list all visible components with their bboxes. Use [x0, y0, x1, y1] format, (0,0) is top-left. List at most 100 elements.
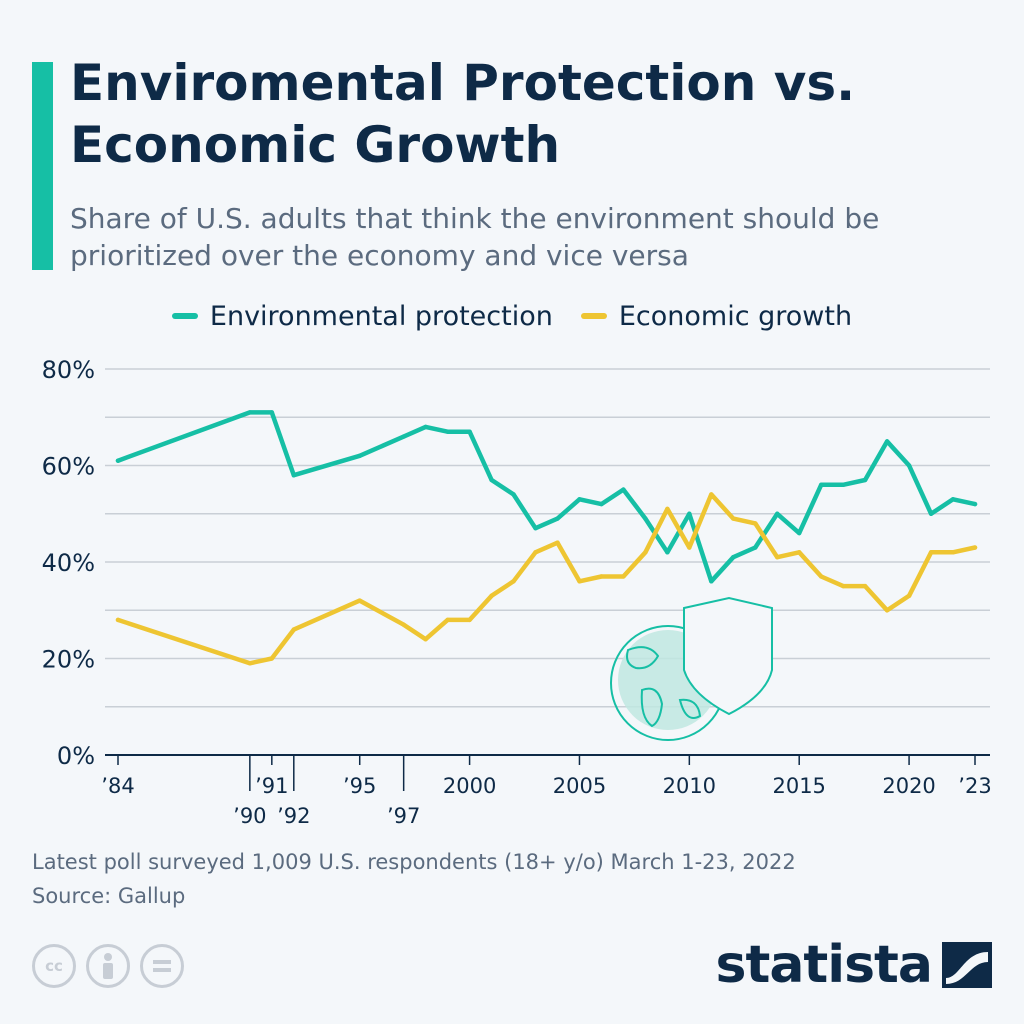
data-point-environment [577, 497, 582, 502]
globe-continent-icon [678, 698, 702, 719]
data-point-economy [818, 574, 824, 579]
data-point-economy [533, 550, 538, 555]
data-point-environment [467, 429, 472, 434]
data-point-environment [950, 497, 956, 502]
data-point-environment [928, 511, 934, 516]
page-subtitle: Share of U.S. adults that think the envi… [70, 202, 880, 272]
data-point-economy [247, 661, 253, 666]
data-point-environment [511, 492, 516, 497]
data-point-environment [731, 554, 736, 560]
x-tick-label: ’92 [277, 804, 310, 828]
x-tick-label: 2005 [553, 774, 606, 798]
data-point-environment [906, 463, 912, 468]
data-point-environment [401, 434, 406, 439]
data-point-economy [972, 545, 978, 550]
data-point-environment [797, 530, 802, 536]
data-point-environment [884, 439, 890, 444]
no-derivatives-icon[interactable] [140, 944, 184, 988]
data-point-economy [775, 554, 780, 560]
data-point-environment [775, 511, 780, 516]
data-point-economy [445, 617, 450, 623]
data-point-economy [555, 540, 560, 545]
x-tick-label: 2010 [663, 774, 716, 798]
y-tick-label: 80% [42, 356, 95, 384]
x-tick-label: 2000 [443, 774, 496, 798]
accent-bar [32, 62, 53, 270]
data-point-economy [511, 579, 516, 584]
x-tick-label: ’97 [387, 804, 420, 828]
legend-swatch-economy [580, 313, 607, 319]
line-chart: 0% 20% 40% 60% 80% ’84 ’91 ’95 2000 2005 2010 2015 2… [42, 356, 992, 828]
legend-swatch-environment [171, 313, 198, 319]
data-point-economy [489, 593, 494, 598]
data-point-environment [269, 410, 275, 415]
cc-icon[interactable]: cc [32, 944, 76, 988]
legend: Environmental protection Economic growth [0, 296, 1024, 336]
license-icons: cc [32, 944, 184, 988]
data-point-economy [269, 656, 275, 661]
data-point-environment [753, 545, 758, 550]
x-tick-label: ’90 [233, 804, 266, 828]
x-tick-label: ’84 [101, 774, 134, 798]
data-point-economy [709, 492, 714, 497]
data-point-economy [928, 550, 934, 555]
brand[interactable]: statista [716, 935, 992, 995]
legend-label-economy: Economic growth [618, 300, 853, 332]
data-point-environment [599, 501, 604, 507]
data-point-economy [357, 598, 362, 603]
data-point-environment [665, 550, 670, 555]
data-point-economy [115, 617, 121, 623]
data-point-environment [247, 410, 253, 415]
x-tick-label: ’23 [958, 774, 991, 798]
y-tick-label: 20% [42, 646, 95, 674]
data-point-environment [972, 501, 978, 507]
data-point-economy [906, 593, 912, 598]
data-point-economy [797, 550, 802, 555]
attribution-icon[interactable] [86, 944, 130, 988]
data-point-economy [731, 516, 736, 521]
globe-continent-icon [640, 687, 664, 728]
poll-note: Latest poll surveyed 1,009 U.S. responde… [32, 850, 796, 874]
y-tick-label: 0% [57, 742, 95, 770]
legend-label-environment: Environmental protection [209, 300, 553, 332]
data-point-economy [291, 627, 296, 632]
data-point-economy [577, 579, 582, 584]
data-point-environment [621, 487, 626, 492]
x-tick-label: 2015 [772, 774, 825, 798]
data-point-economy [643, 550, 648, 555]
data-point-economy [884, 608, 890, 613]
data-point-economy [840, 583, 846, 589]
globe-continent-icon [626, 646, 660, 670]
legend-item-economy: Economic growth [580, 300, 853, 332]
data-point-economy [423, 637, 428, 642]
data-point-environment [818, 482, 824, 487]
data-point-environment [423, 424, 428, 430]
data-point-environment [643, 516, 648, 521]
legend-item-environment: Environmental protection [171, 300, 553, 332]
data-point-environment [115, 458, 121, 463]
y-tick-label: 40% [42, 549, 95, 577]
data-point-environment [489, 477, 494, 483]
series-line-economy [115, 492, 978, 666]
data-point-environment [840, 482, 846, 487]
data-point-environment [687, 511, 692, 516]
x-tick-label: ’91 [255, 774, 288, 798]
data-point-environment [709, 579, 714, 584]
data-point-economy [753, 521, 758, 526]
data-point-environment [533, 526, 538, 531]
y-tick-label: 60% [42, 453, 95, 481]
data-point-economy [687, 545, 692, 550]
statista-logo-icon [942, 942, 992, 988]
data-point-economy [862, 583, 868, 589]
x-tick-label: 2020 [882, 774, 935, 798]
data-point-environment [555, 516, 560, 521]
shield-icon [683, 596, 773, 716]
series-line-environment [115, 410, 978, 584]
data-point-environment [357, 453, 362, 459]
data-point-economy [599, 574, 604, 579]
data-point-environment [862, 477, 868, 483]
source-note: Source: Gallup [32, 884, 186, 908]
data-point-economy [621, 574, 626, 579]
brand-name: statista [715, 935, 933, 995]
data-point-economy [665, 506, 670, 512]
